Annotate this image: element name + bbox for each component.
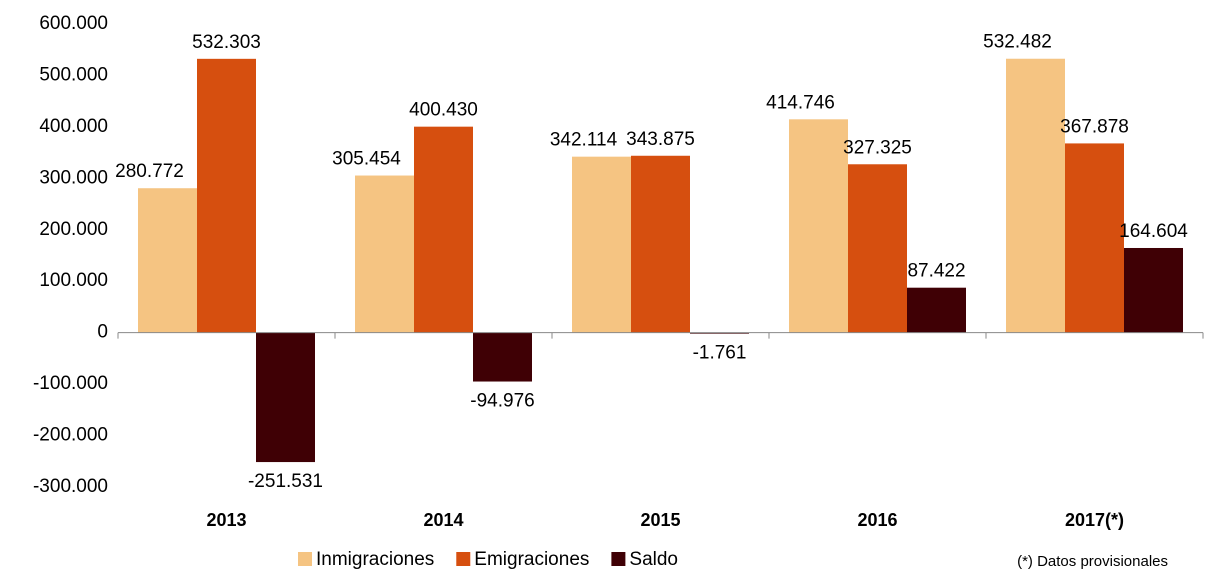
value-label: 164.604: [1119, 221, 1188, 242]
x-tick-label: 2014: [423, 510, 463, 530]
bar: [907, 287, 966, 333]
annotation: (*) Datos provisionales: [1017, 553, 1168, 570]
legend-swatch: [611, 552, 626, 566]
bar: [138, 188, 197, 333]
value-label: 305.454: [332, 149, 401, 170]
bar: [414, 126, 473, 333]
y-tick-label: -200.000: [33, 425, 108, 446]
legend-label: Emigraciones: [474, 549, 589, 570]
x-tick-label: 2016: [857, 510, 897, 530]
bar: [256, 332, 315, 463]
y-tick-label: 400.000: [39, 116, 108, 137]
bar: [197, 58, 256, 333]
bar: [631, 155, 690, 333]
value-label: -1.761: [693, 343, 747, 364]
value-label: 532.303: [192, 32, 261, 53]
legend-label: Inmigraciones: [316, 549, 434, 570]
legend-swatch: [298, 552, 312, 566]
y-tick-label: 0: [97, 322, 108, 343]
x-tick-label: 2017(*): [1065, 510, 1124, 530]
value-label: 327.325: [843, 137, 912, 158]
y-tick-label: 300.000: [39, 167, 108, 188]
bar: [1124, 247, 1183, 333]
value-label: 342.114: [550, 130, 618, 151]
value-label: 343.875: [626, 129, 695, 150]
bar: [473, 332, 532, 382]
x-tick-label: 2013: [206, 510, 246, 530]
bar: [1065, 143, 1124, 333]
value-label: 280.772: [115, 161, 184, 182]
bar: [848, 164, 907, 333]
value-label: -94.976: [470, 391, 534, 412]
value-label: 400.430: [409, 100, 478, 121]
y-tick-label: -300.000: [33, 476, 108, 497]
bar: [355, 175, 414, 333]
y-tick-label: -100.000: [33, 373, 108, 394]
value-label: 414.746: [766, 92, 835, 113]
bar: [572, 156, 631, 333]
bar: [1006, 58, 1065, 333]
bar: [789, 119, 848, 333]
y-tick-label: 600.000: [39, 13, 108, 34]
value-label: 532.482: [983, 32, 1052, 53]
value-label: -251.531: [248, 471, 323, 492]
value-label: 87.422: [907, 261, 965, 282]
y-tick-label: 500.000: [39, 64, 108, 85]
y-tick-label: 100.000: [39, 270, 108, 291]
legend-label: Saldo: [629, 549, 678, 570]
legend-swatch: [456, 552, 471, 566]
x-tick-label: 2015: [640, 510, 680, 530]
value-label: 367.878: [1060, 116, 1129, 137]
y-tick-label: 200.000: [39, 219, 108, 240]
